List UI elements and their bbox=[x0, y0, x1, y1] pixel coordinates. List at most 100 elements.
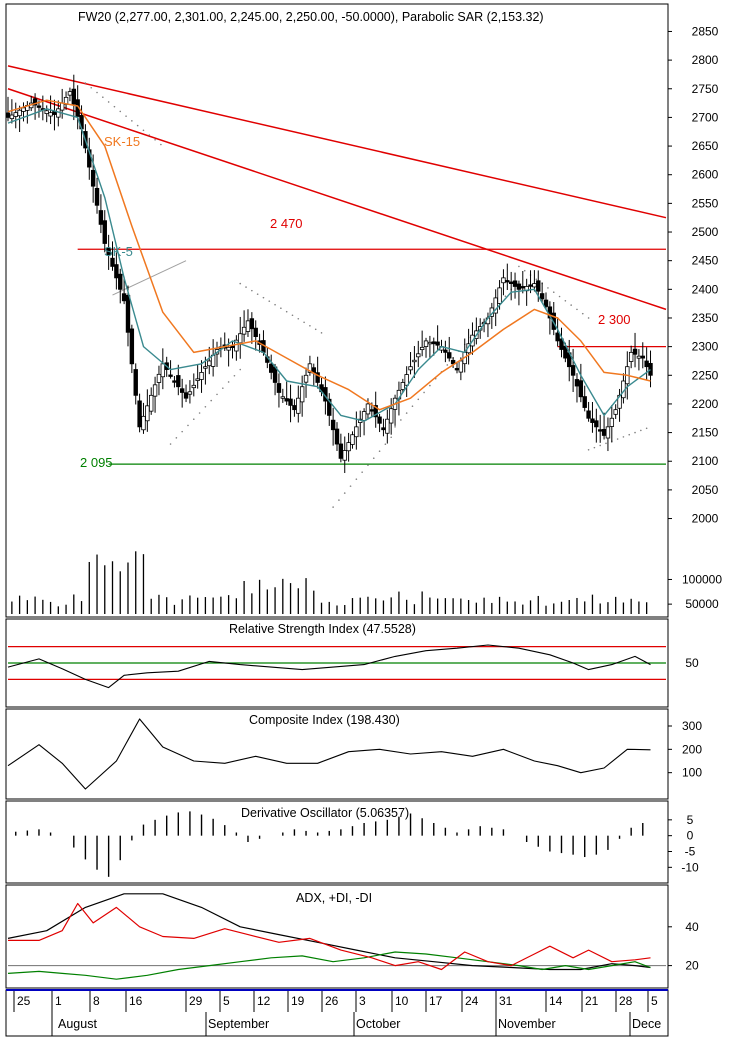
candle-body bbox=[435, 341, 440, 346]
sar-dot bbox=[429, 384, 431, 387]
sar-dot bbox=[268, 300, 271, 302]
candle-body bbox=[238, 333, 243, 344]
candle-body bbox=[230, 345, 235, 348]
price-tick-label: 2250 bbox=[692, 368, 719, 382]
candle-body bbox=[508, 281, 514, 284]
candle-body bbox=[551, 312, 556, 330]
line-trend-lower bbox=[7, 88, 667, 311]
price-tick-label: 2100 bbox=[692, 454, 719, 468]
date-tick-label: 21 bbox=[585, 994, 599, 1008]
price-tick-label: 2550 bbox=[692, 196, 719, 210]
price-tick-label: 2850 bbox=[692, 24, 719, 38]
sar-dot bbox=[285, 310, 288, 313]
candle-body bbox=[245, 320, 251, 332]
composite-tick-label: 200 bbox=[682, 742, 702, 756]
sar-dot bbox=[570, 304, 572, 306]
adx-panel-frame bbox=[5, 884, 669, 989]
candle-body bbox=[284, 398, 289, 402]
sar-dot bbox=[131, 120, 133, 122]
candle-body bbox=[640, 355, 645, 359]
sar-dot bbox=[169, 443, 172, 445]
sar-dot bbox=[378, 450, 381, 453]
sar-dot bbox=[136, 124, 139, 127]
candle-body bbox=[13, 112, 18, 117]
sar-dot bbox=[216, 393, 218, 396]
sar-dot bbox=[338, 499, 340, 501]
sar-dot bbox=[367, 464, 369, 466]
candle-body bbox=[447, 352, 452, 359]
sar-dot bbox=[405, 412, 408, 414]
candle-body bbox=[354, 426, 359, 438]
candle-body bbox=[555, 332, 560, 342]
candle-body bbox=[408, 366, 413, 371]
sar-dot bbox=[303, 321, 305, 324]
adx-series-di bbox=[8, 902, 651, 971]
candle-body bbox=[183, 392, 189, 399]
sar-dot bbox=[90, 86, 93, 89]
composite-title: Composite Index (198.430) bbox=[249, 713, 400, 727]
rsi-title: Relative Strength Index (47.5528) bbox=[229, 622, 416, 636]
price-tick-label: 2150 bbox=[692, 426, 719, 440]
support-2095-label: 2 095 bbox=[80, 455, 113, 470]
sar-dot bbox=[107, 101, 110, 103]
sk15-line bbox=[7, 99, 651, 411]
candle-body bbox=[350, 434, 355, 445]
date-tick-label: 24 bbox=[465, 994, 479, 1008]
sar-dot bbox=[593, 446, 596, 449]
date-tick-label: 8 bbox=[93, 994, 100, 1008]
candle-body bbox=[628, 351, 634, 362]
sk5-label: SK-5 bbox=[104, 244, 133, 259]
sar-dot bbox=[564, 299, 567, 302]
candle-body bbox=[493, 297, 498, 314]
volume-tick-label: 100000 bbox=[682, 572, 722, 586]
candle-body bbox=[59, 102, 65, 111]
candle-body bbox=[346, 442, 351, 452]
price-tick-label: 2050 bbox=[692, 483, 719, 497]
rsi-line bbox=[7, 644, 651, 689]
sar-dot bbox=[394, 426, 396, 428]
sar-dot bbox=[446, 364, 449, 366]
candle-body bbox=[149, 394, 154, 412]
candle-body bbox=[187, 391, 193, 395]
month-label-december: Dece bbox=[632, 1017, 661, 1031]
candle-body bbox=[276, 383, 282, 393]
date-tick-label: 12 bbox=[257, 994, 271, 1008]
candle-body bbox=[195, 378, 200, 381]
month-label-october: October bbox=[356, 1017, 400, 1031]
sar-dot bbox=[616, 438, 619, 440]
adx-tick-label: 20 bbox=[685, 959, 699, 973]
sar-dot bbox=[239, 368, 242, 371]
candle-body bbox=[416, 353, 421, 358]
candle-body bbox=[299, 386, 305, 403]
sar-dot bbox=[599, 444, 601, 447]
candle-body bbox=[199, 372, 204, 380]
sk15-label: SK-15 bbox=[104, 134, 140, 149]
derivative-oscillator-layer bbox=[15, 811, 644, 877]
sar-dot bbox=[411, 405, 414, 408]
sar-dot bbox=[274, 303, 276, 306]
price-tick-label: 2750 bbox=[692, 82, 719, 96]
candle-body bbox=[520, 286, 525, 289]
candle-body bbox=[249, 318, 255, 330]
sar-dot bbox=[361, 471, 363, 473]
sar-dot bbox=[640, 429, 642, 432]
sar-dot bbox=[204, 405, 207, 408]
candle-body bbox=[145, 405, 150, 422]
candle-body bbox=[536, 280, 541, 292]
sar-dot bbox=[634, 431, 636, 434]
candle-body bbox=[605, 426, 611, 439]
candle-body bbox=[454, 368, 460, 371]
sar-dot bbox=[291, 314, 294, 317]
price-tick-label: 2350 bbox=[692, 311, 719, 325]
candle-body bbox=[129, 328, 135, 365]
sar-dot bbox=[504, 295, 507, 298]
candle-body bbox=[400, 382, 405, 390]
sar-dot bbox=[175, 437, 178, 439]
price-tick-label: 2300 bbox=[692, 340, 719, 354]
sar-dot bbox=[96, 91, 98, 94]
sar-dot bbox=[233, 374, 236, 377]
sar-dot bbox=[113, 105, 116, 108]
volume-tick-label: 50000 bbox=[685, 597, 719, 611]
